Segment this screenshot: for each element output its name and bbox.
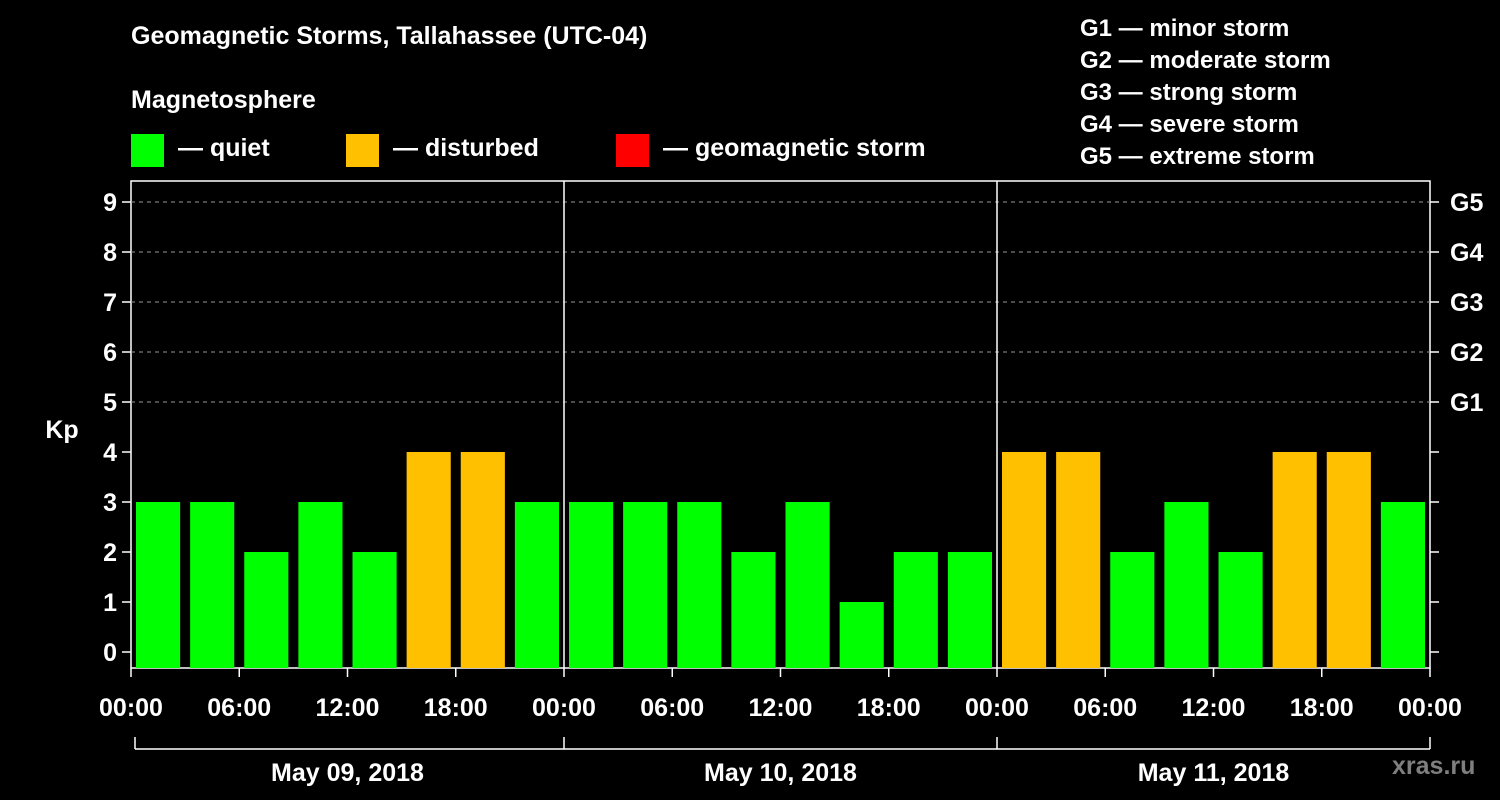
- x-tick-label: 18:00: [424, 694, 488, 722]
- kp-bar: [623, 502, 668, 668]
- storm-level-list: G1 — minor storm G2 — moderate storm G3 …: [1080, 13, 1331, 173]
- chart-title: Geomagnetic Storms, Tallahassee (UTC-04): [131, 22, 648, 50]
- kp-bar: [839, 602, 884, 668]
- x-tick-label: 06:00: [640, 694, 704, 722]
- kp-bar: [893, 552, 938, 668]
- y-axis-label: Kp: [45, 416, 78, 444]
- storm-level-g5: G5 — extreme storm: [1080, 143, 1315, 170]
- kp-bar: [1272, 452, 1317, 668]
- storm-level-label: G2: [1450, 339, 1483, 367]
- x-tick-label: 00:00: [99, 694, 163, 722]
- kp-bar: [1326, 452, 1371, 668]
- kp-bar: [298, 502, 343, 668]
- storm-level-g2: G2 — moderate storm: [1080, 47, 1331, 74]
- kp-bar: [352, 552, 397, 668]
- kp-bar: [136, 502, 181, 668]
- date-label: May 11, 2018: [1138, 759, 1290, 787]
- kp-bar: [244, 552, 289, 668]
- y-tick-label: 3: [103, 489, 117, 517]
- date-label: May 10, 2018: [704, 759, 857, 787]
- storm-level-label: G3: [1450, 289, 1483, 317]
- kp-bar: [1218, 552, 1263, 668]
- kp-bar: [569, 502, 614, 668]
- x-tick-label: 00:00: [532, 694, 596, 722]
- plot-frame: [130, 180, 1431, 669]
- x-tick-label: 12:00: [316, 694, 380, 722]
- kp-bar: [190, 502, 235, 668]
- kp-bar: [514, 502, 559, 668]
- kp-bar: [1164, 502, 1209, 668]
- storm-level-label: G5: [1450, 189, 1483, 217]
- kp-bar: [460, 452, 505, 668]
- legend-title: Magnetosphere: [131, 86, 316, 114]
- x-tick-label: 12:00: [749, 694, 813, 722]
- storm-level-g3: G3 — strong storm: [1080, 79, 1298, 106]
- date-label: May 09, 2018: [271, 759, 424, 787]
- y-tick-label: 6: [103, 339, 117, 367]
- kp-bar: [1380, 502, 1425, 668]
- kp-bar: [947, 552, 992, 668]
- x-tick-label: 06:00: [1073, 694, 1137, 722]
- kp-bar: [677, 502, 722, 668]
- y-tick-label: 5: [103, 389, 117, 417]
- y-tick-label: 7: [103, 289, 117, 317]
- kp-bar: [1056, 452, 1101, 668]
- legend-label-storm: — geomagnetic storm: [663, 134, 926, 162]
- y-tick-label: 1: [103, 589, 117, 617]
- y-tick-label: 4: [103, 439, 117, 467]
- legend-swatch-disturbed: [346, 134, 379, 167]
- x-tick-label: 18:00: [857, 694, 921, 722]
- x-tick-label: 12:00: [1182, 694, 1246, 722]
- kp-bar: [785, 502, 830, 668]
- legend-swatch-quiet: [131, 134, 164, 167]
- storm-level-g4: G4 — severe storm: [1080, 111, 1299, 138]
- x-tick-label: 00:00: [965, 694, 1029, 722]
- brand-watermark: xras.ru: [1392, 752, 1476, 780]
- y-tick-label: 2: [103, 539, 117, 567]
- y-tick-label: 9: [103, 189, 117, 217]
- kp-bar: [1110, 552, 1155, 668]
- legend-label-disturbed: — disturbed: [393, 134, 539, 162]
- kp-bar: [406, 452, 451, 668]
- x-tick-label: 18:00: [1290, 694, 1354, 722]
- y-tick-label: 8: [103, 239, 117, 267]
- kp-bar: [731, 552, 776, 668]
- y-tick-label: 0: [103, 639, 117, 667]
- x-tick-label: 00:00: [1398, 694, 1462, 722]
- storm-level-label: G4: [1450, 239, 1483, 267]
- legend-swatch-storm: [616, 134, 649, 167]
- x-tick-label: 06:00: [207, 694, 271, 722]
- storm-level-g1: G1 — minor storm: [1080, 15, 1290, 42]
- kp-bar: [1002, 452, 1047, 668]
- legend-label-quiet: — quiet: [178, 134, 270, 162]
- storm-level-label: G1: [1450, 389, 1483, 417]
